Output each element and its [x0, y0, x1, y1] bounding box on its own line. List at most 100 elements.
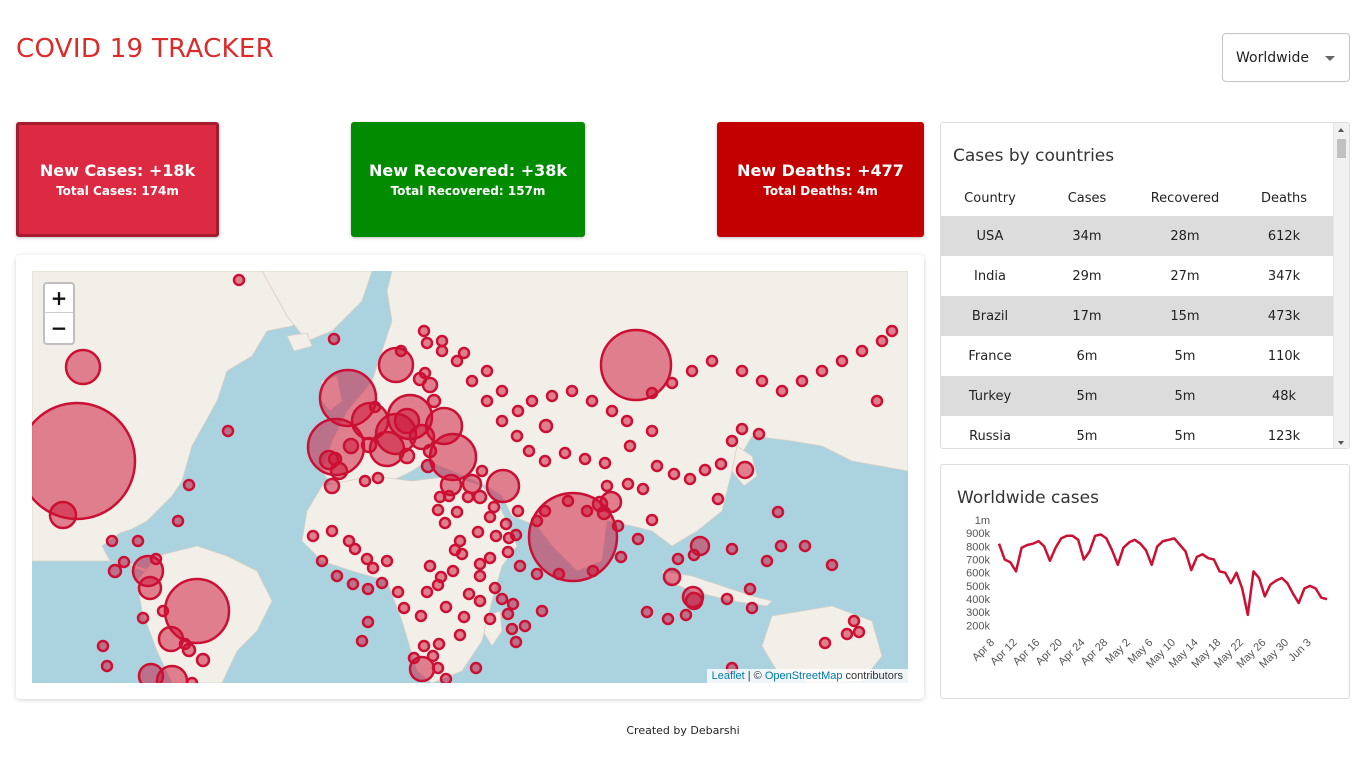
case-bubble[interactable]: [182, 478, 196, 492]
case-bubble[interactable]: [435, 334, 449, 348]
case-bubble[interactable]: [105, 534, 119, 548]
case-bubble[interactable]: [611, 519, 625, 533]
case-bubble[interactable]: [745, 601, 759, 615]
case-bubble[interactable]: [417, 324, 431, 338]
case-bubble[interactable]: [561, 494, 575, 508]
case-bubble[interactable]: [423, 559, 437, 573]
case-bubble[interactable]: [875, 334, 889, 348]
case-bubble[interactable]: [771, 505, 785, 519]
case-bubble[interactable]: [394, 344, 408, 358]
case-bubble[interactable]: [397, 601, 411, 615]
deaths-card[interactable]: New Deaths: +477 Total Deaths: 4m: [717, 122, 924, 237]
scroll-up-arrow-icon[interactable]: [1338, 128, 1344, 132]
case-bubble[interactable]: [421, 376, 439, 394]
leaflet-link[interactable]: Leaflet: [711, 670, 745, 682]
case-bubble[interactable]: [329, 461, 349, 481]
case-bubble[interactable]: [485, 468, 521, 504]
case-bubble[interactable]: [96, 639, 110, 653]
case-bubble[interactable]: [426, 649, 440, 663]
case-bubble[interactable]: [530, 514, 544, 528]
case-bubble[interactable]: [847, 614, 861, 628]
case-bubble[interactable]: [535, 604, 549, 618]
case-bubble[interactable]: [684, 591, 704, 611]
case-bubble[interactable]: [818, 636, 832, 650]
case-bubble[interactable]: [623, 439, 637, 453]
case-bubble[interactable]: [511, 404, 525, 418]
case-bubble[interactable]: [355, 634, 369, 648]
case-bubble[interactable]: [855, 344, 869, 358]
case-bubble[interactable]: [735, 460, 755, 480]
case-bubble[interactable]: [457, 610, 471, 624]
case-bubble[interactable]: [640, 605, 654, 619]
case-bubble[interactable]: [181, 642, 197, 658]
case-bubble[interactable]: [149, 552, 163, 566]
case-bubble[interactable]: [815, 364, 829, 378]
case-bubble[interactable]: [422, 443, 438, 459]
case-bubble[interactable]: [665, 376, 679, 390]
recovered-card[interactable]: New Recovered: +38k Total Recovered: 157…: [351, 122, 585, 237]
case-bubble[interactable]: [488, 581, 502, 595]
case-bubble[interactable]: [398, 447, 416, 465]
case-bubble[interactable]: [342, 437, 360, 455]
case-bubble[interactable]: [487, 500, 501, 514]
case-bubble[interactable]: [522, 444, 536, 458]
case-bubble[interactable]: [852, 625, 866, 639]
case-bubble[interactable]: [438, 516, 452, 530]
case-bubble[interactable]: [685, 364, 699, 378]
case-bubble[interactable]: [360, 436, 378, 454]
case-bubble[interactable]: [100, 659, 114, 673]
case-bubble[interactable]: [662, 567, 682, 587]
case-bubble[interactable]: [510, 429, 524, 443]
case-bubble[interactable]: [185, 676, 199, 683]
case-bubble[interactable]: [530, 567, 544, 581]
case-bubble[interactable]: [360, 552, 374, 566]
case-bubble[interactable]: [431, 503, 445, 517]
case-bubble[interactable]: [527, 491, 619, 583]
case-bubble[interactable]: [117, 555, 131, 569]
case-bubble[interactable]: [509, 528, 523, 542]
case-bubble[interactable]: [480, 364, 494, 378]
case-bubble[interactable]: [431, 578, 445, 592]
case-bubble[interactable]: [552, 567, 566, 581]
case-bubble[interactable]: [323, 477, 341, 495]
case-bubble[interactable]: [538, 454, 552, 468]
case-bubble[interactable]: [32, 401, 137, 521]
table-scrollbar[interactable]: [1333, 123, 1349, 448]
case-bubble[interactable]: [743, 582, 757, 596]
case-bubble[interactable]: [435, 344, 449, 358]
case-bubble[interactable]: [453, 534, 467, 548]
case-bubble[interactable]: [525, 394, 539, 408]
case-bubble[interactable]: [195, 652, 211, 668]
case-bubble[interactable]: [380, 554, 394, 568]
zoom-in-button[interactable]: +: [45, 284, 73, 313]
case-bubble[interactable]: [375, 576, 389, 590]
case-bubble[interactable]: [885, 324, 899, 338]
case-bubble[interactable]: [599, 328, 673, 402]
cases-card[interactable]: New Cases: +18k Total Cases: 174m: [16, 122, 219, 237]
case-bubble[interactable]: [870, 394, 884, 408]
case-bubble[interactable]: [698, 463, 712, 477]
case-bubble[interactable]: [596, 505, 612, 521]
case-bubble[interactable]: [725, 542, 739, 556]
case-bubble[interactable]: [480, 394, 494, 408]
case-bubble[interactable]: [511, 504, 525, 518]
case-bubble[interactable]: [439, 672, 453, 683]
case-bubble[interactable]: [64, 348, 102, 386]
case-bubble[interactable]: [358, 474, 372, 488]
case-bubble[interactable]: [325, 524, 339, 538]
case-bubble[interactable]: [137, 575, 163, 601]
case-bubble[interactable]: [501, 607, 515, 621]
case-bubble[interactable]: [667, 467, 681, 481]
case-bubble[interactable]: [483, 612, 497, 626]
case-bubble[interactable]: [428, 432, 478, 482]
case-bubble[interactable]: [545, 389, 559, 403]
case-bubble[interactable]: [725, 434, 739, 448]
case-bubble[interactable]: [483, 510, 497, 524]
openstreetmap-link[interactable]: OpenStreetMap: [764, 670, 843, 682]
case-bubble[interactable]: [232, 273, 246, 287]
case-bubble[interactable]: [605, 404, 619, 418]
zoom-out-button[interactable]: −: [50, 315, 68, 340]
case-bubble[interactable]: [417, 639, 431, 653]
case-bubble[interactable]: [408, 423, 436, 451]
case-bubble[interactable]: [448, 543, 462, 557]
